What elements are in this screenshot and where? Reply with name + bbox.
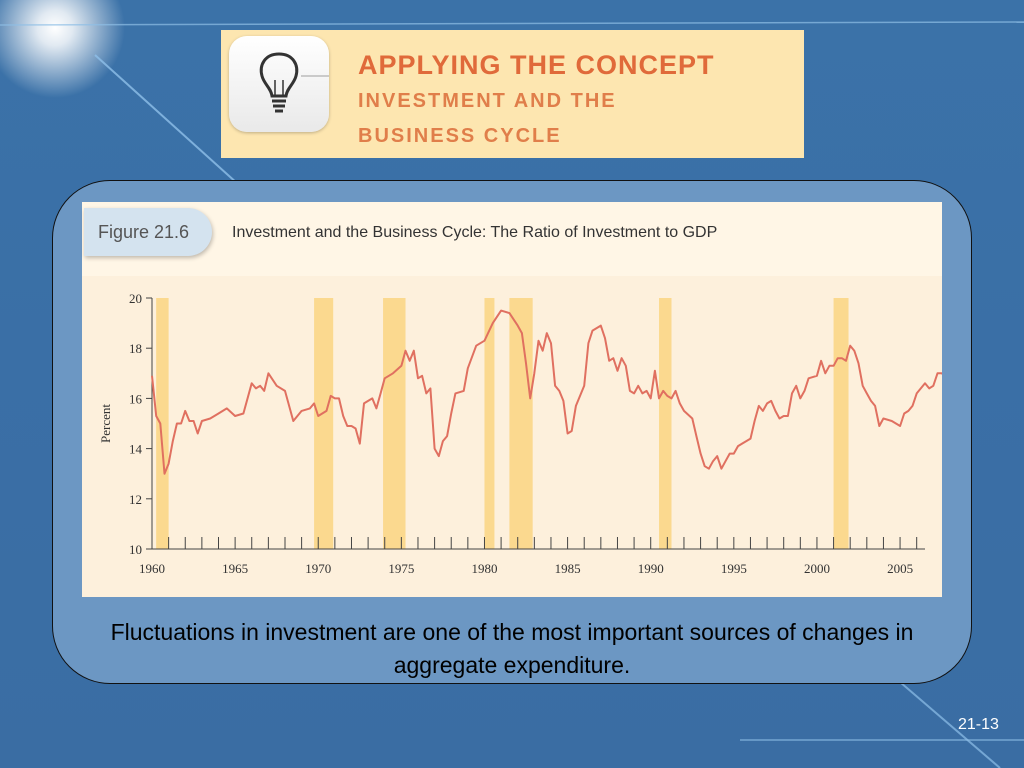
figure-title: Investment and the Business Cycle: The R… xyxy=(232,224,718,241)
page-number: 21-13 xyxy=(958,716,999,733)
y-tick-label-16: 16 xyxy=(129,391,143,406)
banner-title: APPLYING THE CONCEPT xyxy=(358,50,715,80)
recession-band-2 xyxy=(383,298,406,549)
recession-band-3 xyxy=(484,298,495,549)
x-tick-label-1980: 1980 xyxy=(471,561,497,576)
banner-subtitle-line2: BUSINESS CYCLE xyxy=(358,125,562,147)
lightbulb-icon xyxy=(229,36,329,132)
figure-label-badge: Figure 21.6 xyxy=(84,208,212,256)
x-tick-label-1960: 1960 xyxy=(139,561,165,576)
x-tick-label-1970: 1970 xyxy=(305,561,331,576)
recession-band-6 xyxy=(833,298,849,549)
x-tick-label-1995: 1995 xyxy=(721,561,747,576)
x-tick-label-2005: 2005 xyxy=(887,561,913,576)
caption: Fluctuations in investment are one of th… xyxy=(110,619,914,678)
recession-band-1 xyxy=(314,298,334,549)
y-axis-label: Percent xyxy=(98,404,113,443)
x-tick-label-1975: 1975 xyxy=(388,561,414,576)
x-tick-label-1985: 1985 xyxy=(555,561,581,576)
x-tick-label-2000: 2000 xyxy=(804,561,830,576)
figure-label: Figure 21.6 xyxy=(98,222,190,242)
y-tick-label-10: 10 xyxy=(129,542,142,557)
investment-gdp-chart: 10 12 14 16 18 20 1960 1965 1970 1975 1980 1985 1990… xyxy=(98,291,942,576)
chart-area: 10 12 14 16 18 20 1960 1965 1970 1975 1980 1985 1990… xyxy=(82,276,942,597)
recession-band-4 xyxy=(509,298,533,549)
series-line-0 xyxy=(151,309,942,475)
x-tick-label-1990: 1990 xyxy=(638,561,664,576)
concept-banner: APPLYING THE CONCEPT INVESTMENT AND THE … xyxy=(221,30,804,158)
banner-subtitle-line1: INVESTMENT AND THE xyxy=(358,90,617,112)
x-tick-label-1965: 1965 xyxy=(222,561,248,576)
y-tick-label-18: 18 xyxy=(129,341,142,356)
recession-band-5 xyxy=(659,298,672,549)
recession-band-0 xyxy=(156,298,169,549)
y-tick-label-20: 20 xyxy=(129,291,142,306)
y-tick-label-12: 12 xyxy=(129,492,142,507)
y-tick-label-14: 14 xyxy=(129,442,143,457)
